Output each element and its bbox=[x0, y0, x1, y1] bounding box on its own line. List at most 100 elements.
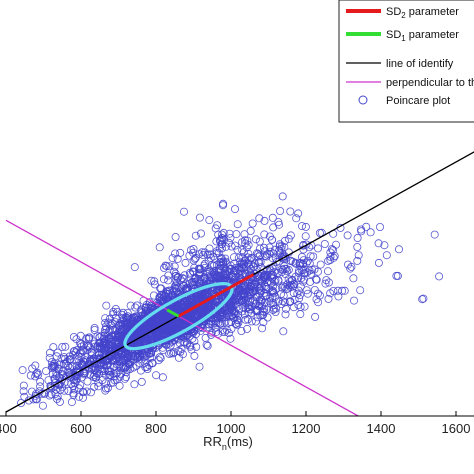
scatter-point bbox=[102, 301, 111, 310]
scatter-point bbox=[210, 269, 219, 278]
scatter-point bbox=[164, 276, 173, 285]
scatter-point bbox=[326, 289, 335, 298]
scatter-point bbox=[226, 233, 235, 242]
scatter-point bbox=[194, 269, 203, 278]
scatter-point bbox=[185, 268, 194, 277]
scatter-point bbox=[221, 254, 230, 263]
scatter-point bbox=[109, 307, 118, 316]
scatter-point bbox=[243, 324, 252, 333]
scatter-point bbox=[239, 303, 248, 312]
x-tick-label: 1400 bbox=[367, 421, 396, 436]
scatter-point bbox=[296, 302, 305, 311]
scatter-point bbox=[194, 274, 203, 283]
scatter-point bbox=[155, 353, 164, 362]
legend-label-sd1-sub: 1 bbox=[401, 34, 406, 43]
scatter-point bbox=[147, 353, 156, 362]
scatter-point bbox=[86, 388, 95, 397]
scatter-point bbox=[217, 314, 226, 323]
scatter-point bbox=[90, 323, 99, 332]
scatter-point bbox=[302, 286, 311, 295]
scatter-point bbox=[277, 299, 286, 308]
scatter-point bbox=[209, 261, 218, 270]
scatter-point bbox=[255, 214, 264, 223]
scatter-point bbox=[279, 291, 288, 300]
scatter-point bbox=[289, 289, 298, 298]
scatter-point bbox=[55, 397, 64, 406]
scatter-point bbox=[36, 382, 45, 391]
scatter-point bbox=[248, 287, 257, 296]
scatter-point bbox=[205, 244, 214, 253]
scatter-point bbox=[322, 276, 331, 285]
scatter-point bbox=[213, 304, 222, 313]
scatter-point bbox=[53, 394, 62, 403]
legend-marker-poincare bbox=[358, 95, 368, 105]
scatter-point bbox=[251, 317, 260, 326]
scatter-point bbox=[78, 360, 87, 369]
scatter-point bbox=[232, 320, 241, 329]
scatter-point bbox=[130, 380, 139, 389]
scatter-point bbox=[213, 314, 222, 323]
scatter-point bbox=[105, 371, 114, 380]
scatter-point bbox=[303, 268, 312, 277]
scatter-point bbox=[243, 236, 252, 245]
legend-label-poincare: Poincare plot bbox=[386, 95, 450, 107]
scatter-point bbox=[20, 392, 29, 401]
scatter-point bbox=[265, 243, 274, 252]
scatter-point bbox=[374, 239, 383, 248]
scatter-point bbox=[393, 271, 402, 280]
scatter-point bbox=[244, 286, 253, 295]
scatter-point bbox=[419, 294, 428, 303]
scatter-point bbox=[200, 273, 209, 282]
scatter-point bbox=[58, 342, 67, 351]
scatter-point bbox=[338, 286, 347, 295]
scatter-point bbox=[195, 362, 204, 371]
scatter-point bbox=[265, 297, 274, 306]
scatter-point bbox=[219, 325, 228, 334]
scatter-point bbox=[159, 275, 168, 284]
scatter-point bbox=[305, 259, 314, 268]
scatter-point bbox=[209, 274, 218, 283]
legend-label-sd2-rest: parameter bbox=[406, 6, 460, 18]
scatter-point bbox=[131, 303, 140, 312]
scatter-point bbox=[216, 237, 225, 246]
scatter-point bbox=[95, 365, 104, 374]
scatter-point bbox=[17, 398, 26, 407]
scatter-point bbox=[346, 264, 355, 273]
scatter-point bbox=[228, 302, 237, 311]
scatter-point bbox=[179, 282, 188, 291]
scatter-point bbox=[78, 361, 87, 370]
scatter-point bbox=[313, 244, 322, 253]
x-axis-title-main: RR bbox=[203, 434, 222, 449]
scatter-point bbox=[323, 267, 332, 276]
scatter-point bbox=[292, 214, 301, 223]
scatter-point bbox=[164, 271, 173, 280]
scatter-point bbox=[117, 325, 126, 334]
scatter-point bbox=[212, 260, 221, 269]
scatter-point bbox=[245, 278, 254, 287]
scatter-point bbox=[343, 231, 352, 240]
scatter-point bbox=[77, 340, 86, 349]
scatter-point bbox=[171, 269, 180, 278]
scatter-point bbox=[311, 312, 320, 321]
scatter-point bbox=[90, 365, 99, 374]
scatter-point bbox=[122, 313, 131, 322]
scatter-point bbox=[253, 282, 262, 291]
scatter-point bbox=[111, 313, 120, 322]
scatter-point bbox=[155, 243, 164, 252]
scatter-point bbox=[83, 377, 92, 386]
scatter-point bbox=[146, 303, 155, 312]
scatter-point bbox=[61, 342, 70, 351]
scatter-point bbox=[231, 273, 240, 282]
scatter-point bbox=[128, 355, 137, 364]
scatter-point bbox=[430, 230, 439, 239]
scatter-point bbox=[86, 347, 95, 356]
scatter-point bbox=[255, 237, 264, 246]
scatter-point bbox=[310, 265, 319, 274]
legend-label-sd2-sub: 2 bbox=[401, 11, 406, 20]
sd2-line bbox=[177, 273, 255, 318]
scatter-point bbox=[253, 313, 262, 322]
scatter-point bbox=[126, 301, 135, 310]
scatter-point bbox=[295, 294, 304, 303]
scatter-point bbox=[277, 244, 286, 253]
scatter-point bbox=[186, 246, 195, 255]
